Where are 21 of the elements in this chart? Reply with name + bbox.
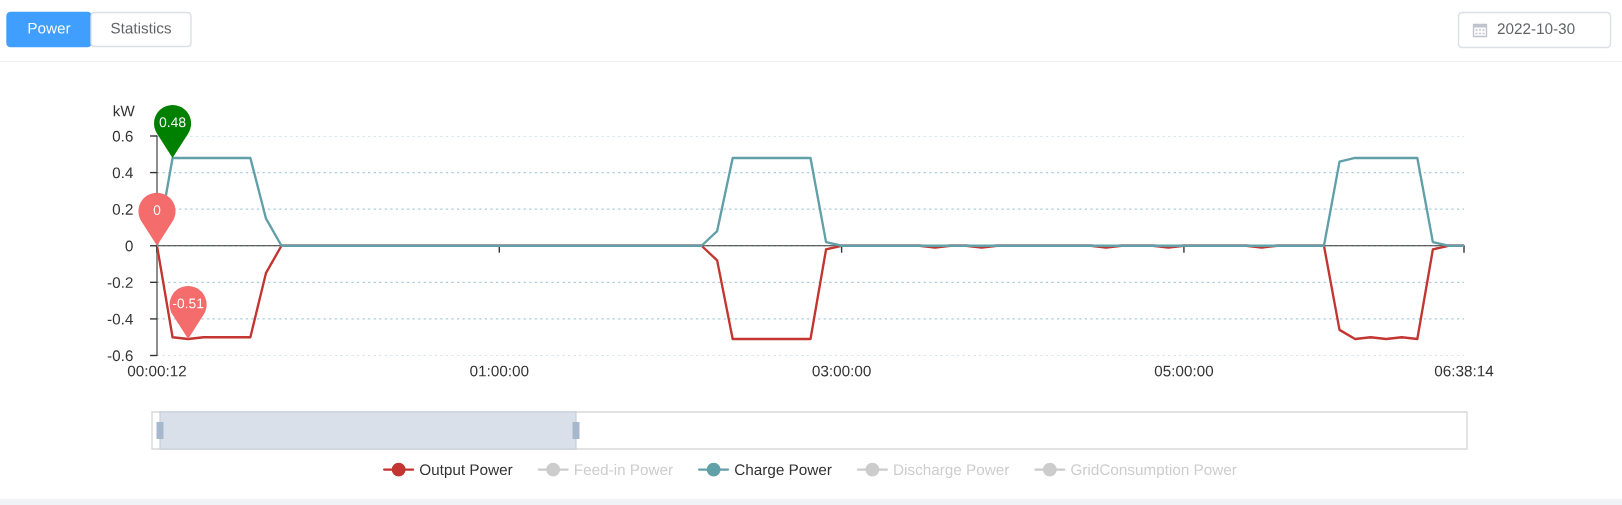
text: 2022-10-30	[1497, 23, 1575, 35]
text: Power	[28, 22, 71, 34]
x-tick-label: 03:00:00	[812, 365, 871, 377]
x-tick-label: 06:38:14	[1434, 365, 1494, 377]
y-tick-label: 0.6	[112, 130, 133, 142]
x-tick-label: 05:00:00	[1154, 365, 1214, 377]
y-tick-label: 0.2	[112, 204, 133, 215]
y-axis-title: kW	[113, 105, 135, 117]
x-tick-label: 00:00:12	[127, 365, 186, 377]
annotation: 0	[153, 205, 161, 216]
y-tick-label: 0	[125, 240, 133, 252]
x-tick-label: 01:00:00	[470, 365, 529, 377]
annotation: 0.48	[159, 117, 186, 128]
y-tick-label: -0.6	[107, 350, 133, 362]
legend-label: Charge Power	[735, 463, 832, 479]
y-tick-label: -0.2	[107, 277, 133, 289]
y-tick-label: -0.4	[107, 313, 133, 325]
annotation: -0.51	[172, 298, 204, 309]
text: Statistics	[111, 22, 172, 34]
legend-label: Output Power	[420, 464, 513, 479]
y-tick-label: 0.4	[112, 167, 133, 179]
